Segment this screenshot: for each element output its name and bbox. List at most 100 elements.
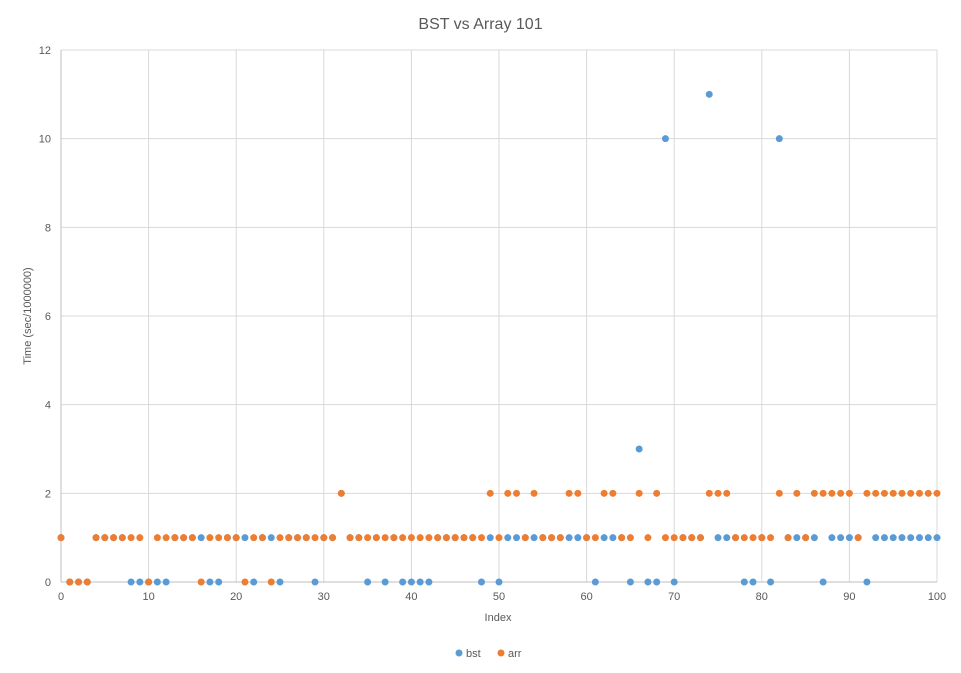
point-arr-69 [661, 534, 669, 542]
point-bst-58 [565, 534, 573, 542]
gridlines [61, 49, 938, 582]
point-arr-11 [153, 534, 161, 542]
point-bst-9 [136, 578, 144, 586]
point-bst-24 [267, 534, 275, 542]
point-bst-18 [215, 578, 223, 586]
point-arr-84 [793, 489, 801, 497]
x-tick-label-2: 20 [230, 591, 242, 603]
y-axis-title: Time (sec/1000000) [22, 267, 34, 364]
point-arr-98 [915, 489, 923, 497]
point-arr-36 [372, 534, 380, 542]
point-arr-22 [250, 534, 258, 542]
point-bst-70 [670, 578, 678, 586]
point-arr-53 [521, 534, 529, 542]
point-arr-83 [784, 534, 792, 542]
point-bst-62 [600, 534, 608, 542]
series-arr [57, 489, 941, 586]
point-arr-75 [714, 489, 722, 497]
point-bst-94 [880, 534, 888, 542]
x-tick-label-5: 50 [493, 591, 505, 603]
point-arr-3 [83, 578, 91, 586]
point-arr-12 [162, 534, 170, 542]
point-bst-16 [197, 534, 205, 542]
legend-marker-arr [497, 649, 505, 657]
point-bst-51 [504, 534, 512, 542]
x-axis-title: Index [485, 612, 512, 624]
x-tick-label-7: 70 [668, 591, 680, 603]
point-arr-45 [451, 534, 459, 542]
point-arr-52 [513, 489, 521, 497]
point-bst-49 [486, 534, 494, 542]
x-tick-label-9: 90 [843, 591, 855, 603]
point-arr-65 [626, 534, 634, 542]
tick-labels: 0 2 4 6 8 10 12 0 10 20 30 40 50 60 70 80 90 100 [39, 45, 946, 603]
point-arr-18 [215, 534, 223, 542]
point-bst-92 [863, 578, 871, 586]
point-arr-72 [688, 534, 696, 542]
point-bst-66 [635, 445, 643, 453]
legend-label-bst: bst [466, 648, 481, 660]
point-bst-88 [828, 534, 836, 542]
point-bst-76 [723, 534, 731, 542]
point-arr-85 [802, 534, 810, 542]
y-tick-label-4: 8 [45, 222, 51, 234]
point-bst-21 [241, 534, 249, 542]
point-arr-24 [267, 578, 275, 586]
point-arr-60 [583, 534, 591, 542]
x-tick-label-3: 30 [318, 591, 330, 603]
point-arr-35 [364, 534, 372, 542]
point-bst-69 [661, 135, 669, 143]
point-bst-97 [907, 534, 915, 542]
y-tick-label-2: 4 [45, 400, 51, 412]
data-points [57, 90, 941, 586]
y-tick-label-6: 12 [39, 45, 51, 57]
point-arr-74 [705, 489, 713, 497]
point-arr-93 [872, 489, 880, 497]
point-arr-14 [180, 534, 188, 542]
point-bst-98 [915, 534, 923, 542]
point-bst-82 [775, 135, 783, 143]
point-arr-71 [679, 534, 687, 542]
point-arr-34 [355, 534, 363, 542]
point-arr-97 [907, 489, 915, 497]
point-arr-16 [197, 578, 205, 586]
point-bst-29 [311, 578, 319, 586]
point-arr-50 [495, 534, 503, 542]
point-arr-1 [66, 578, 74, 586]
point-bst-65 [626, 578, 634, 586]
point-arr-33 [346, 534, 354, 542]
point-arr-9 [136, 534, 144, 542]
point-arr-43 [434, 534, 442, 542]
point-bst-84 [793, 534, 801, 542]
point-bst-93 [872, 534, 880, 542]
point-bst-41 [416, 578, 424, 586]
point-arr-19 [223, 534, 231, 542]
point-arr-47 [469, 534, 477, 542]
y-tick-label-5: 10 [39, 134, 51, 146]
point-arr-87 [819, 489, 827, 497]
point-bst-78 [740, 578, 748, 586]
point-arr-40 [407, 534, 415, 542]
point-arr-0 [57, 534, 65, 542]
point-bst-68 [653, 578, 661, 586]
point-arr-55 [539, 534, 547, 542]
x-tick-label-8: 80 [756, 591, 768, 603]
point-arr-62 [600, 489, 608, 497]
point-bst-67 [644, 578, 652, 586]
y-tick-label-0: 0 [45, 577, 51, 589]
point-bst-8 [127, 578, 135, 586]
point-bst-63 [609, 534, 617, 542]
point-arr-44 [442, 534, 450, 542]
point-arr-77 [732, 534, 740, 542]
point-arr-96 [898, 489, 906, 497]
point-arr-100 [933, 489, 941, 497]
point-arr-90 [845, 489, 853, 497]
point-arr-88 [828, 489, 836, 497]
point-bst-59 [574, 534, 582, 542]
point-arr-17 [206, 534, 214, 542]
chart-title: BST vs Array 101 [418, 16, 542, 33]
point-arr-37 [381, 534, 389, 542]
point-arr-42 [425, 534, 433, 542]
point-bst-87 [819, 578, 827, 586]
